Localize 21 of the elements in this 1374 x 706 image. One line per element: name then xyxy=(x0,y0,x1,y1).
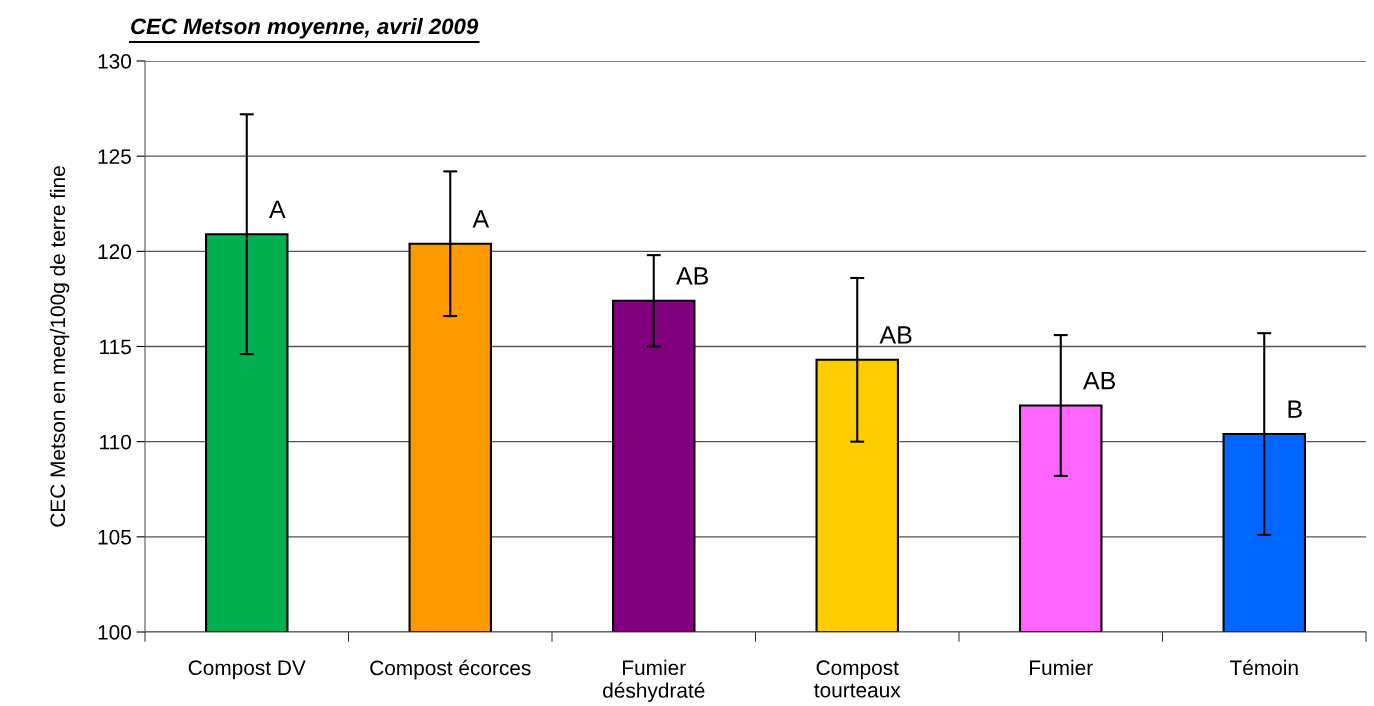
x-tick-label: Compost tourteaux xyxy=(814,660,901,698)
annotation: A xyxy=(269,200,286,218)
annotation: B xyxy=(1288,400,1302,418)
y-tick-label: 120 xyxy=(98,244,131,260)
x-tick-label: Fumier xyxy=(1030,659,1093,676)
y-tick-label: 125 xyxy=(98,149,131,164)
y-axis-title: CEC Metson en meq/100g de terre fine xyxy=(49,166,70,527)
annotation: A xyxy=(472,210,490,228)
x-tick-label: Compost DV xyxy=(188,660,306,680)
chart-title: CEC Metson moyenne, avril 2009 xyxy=(131,17,479,39)
x-tick-label: Compost écorces xyxy=(370,659,531,680)
x-tick-label: Témoin xyxy=(1229,659,1298,676)
y-tick-label: 105 xyxy=(98,529,131,545)
x-tick-label: Fumier déshydraté xyxy=(603,659,705,702)
annotation: AB xyxy=(879,326,912,344)
y-tick-label: 130 xyxy=(98,54,131,69)
y-tick-label: 100 xyxy=(98,625,131,640)
y-tick-label: 110 xyxy=(100,434,131,450)
annotation: AB xyxy=(1083,372,1115,390)
annotation: AB xyxy=(676,267,708,285)
y-tick-label: 115 xyxy=(100,339,131,355)
